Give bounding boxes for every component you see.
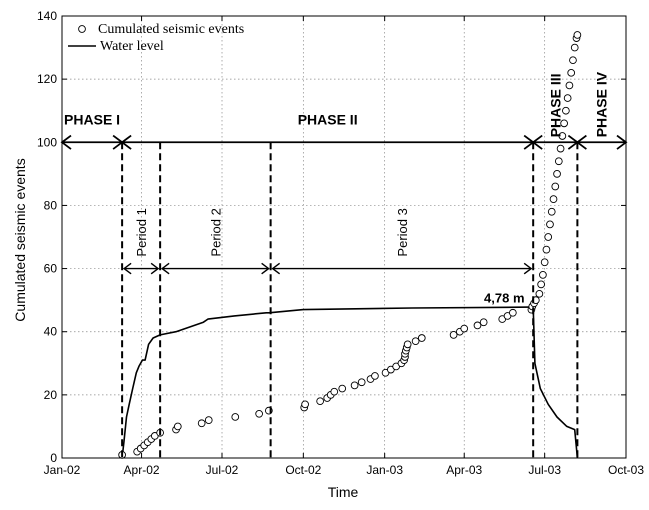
seismic-event-point [204,416,213,424]
water-level-series [121,306,579,459]
annotations: 4,78 m [484,290,524,305]
phase-arrow-head-left [575,134,587,150]
seismic-event-point [231,413,240,421]
phase-label: PHASE IV [594,71,610,137]
seismic-event-point [563,94,572,102]
period-label: Period 3 [395,208,410,256]
x-tick-label: Jul-02 [206,463,239,477]
seismic-event-point [553,170,561,178]
seismic-event-point [570,43,579,52]
phase-label: PHASE I [64,111,120,127]
y-tick-label: 100 [37,135,57,149]
seismic-event-point [403,340,412,349]
seismic-event-point [544,233,553,241]
period-arrows: Period 1 Period 2 Period 3 [122,208,533,275]
seismic-event-point [508,308,517,317]
y-tick-label: 140 [37,9,57,23]
seismic-events-series [118,31,582,459]
phase-label: PHASE III [547,73,563,137]
legend-label: Cumulated seismic events [98,22,244,37]
seismic-event-point [316,397,324,406]
phase-label: PHASE II [298,111,358,127]
seismic-event-point [556,144,565,153]
period-label: Period 2 [208,208,223,256]
seismic-event-point [350,381,359,390]
seismic-event-point [411,337,420,346]
period-arrow-head-right [523,262,533,275]
period-arrow-head-left [271,262,281,275]
seismic-event-point [473,321,482,330]
seismic-event-point [330,387,339,396]
seismic-event-point [565,81,574,90]
plot-frame [61,15,627,459]
phase-arrow-head-left [120,134,132,150]
seismic-event-point [535,289,544,298]
seismic-event-point [549,195,558,203]
seismic-event-point [562,106,570,115]
y-tick-label: 80 [44,198,58,212]
y-tick-label: 120 [37,72,57,86]
plot-border [61,15,627,459]
seismic-event-point [197,419,206,428]
seismic-event-point [537,280,545,289]
phase-arrows: PHASE I PHASE II PHASE III PHASE IV [60,71,628,150]
seismic-event-point [546,220,554,229]
seismic-event-point [338,384,347,393]
y-axis-label: Cumulated seismic events [12,158,28,321]
legend-marker-circle [78,25,86,33]
y-tick-label: 0 [50,451,57,465]
x-tick-label: Jan-02 [44,463,81,477]
seismic-event-point [547,207,556,216]
y-tick-label: 20 [44,388,58,402]
period-arrow-head-left [122,262,132,275]
seismic-event-point [560,119,568,128]
seismic-event-point [558,132,567,140]
seismic-event-point [255,409,263,418]
y-tick-label: 40 [44,325,58,339]
seismic-event-point [573,31,582,39]
x-tick-label: Jan-03 [366,463,403,477]
y-tick-label: 60 [44,262,58,276]
phase-arrow-head-left [531,134,543,150]
seismic-event-point [479,318,488,327]
axis-ticks: 0 20 40 60 80 100 120 140 Jan-02 Apr-02 Jul-02 Oct-… [37,9,644,477]
x-axis-label: Time [328,484,359,500]
seismic-event-point [542,245,551,254]
period-arrow-head-right [150,262,160,275]
seismic-event-point [301,400,309,409]
water-level-line [121,306,579,459]
legend: Cumulated seismic events Water level [68,22,244,54]
period-arrow-head-right [261,262,270,275]
seismic-event-point [460,324,469,333]
x-tick-label: Apr-03 [446,463,482,477]
seismic-event-point [540,258,549,267]
seismic-event-point [357,378,366,387]
seismic-event-point [569,56,577,65]
seismic-event-point [554,157,563,166]
seismic-event-point [371,372,379,380]
x-tick-label: Apr-02 [124,463,160,477]
x-tick-label: Oct-02 [285,463,321,477]
seismic-event-point [417,334,426,342]
period-label: Period 1 [134,208,149,256]
legend-label: Water level [100,39,164,54]
seismic-event-point [173,422,182,431]
period-arrow-head-left [160,262,170,275]
x-tick-label: Oct-03 [608,463,644,477]
seismic-event-point [449,331,458,339]
seismic-event-point [539,271,547,279]
annotation-label: 4,78 m [484,290,524,305]
seismic-event-point [551,182,560,191]
phase-dividers [121,142,579,458]
x-tick-label: Jul-03 [528,463,561,477]
seismic-event-point [567,68,576,77]
